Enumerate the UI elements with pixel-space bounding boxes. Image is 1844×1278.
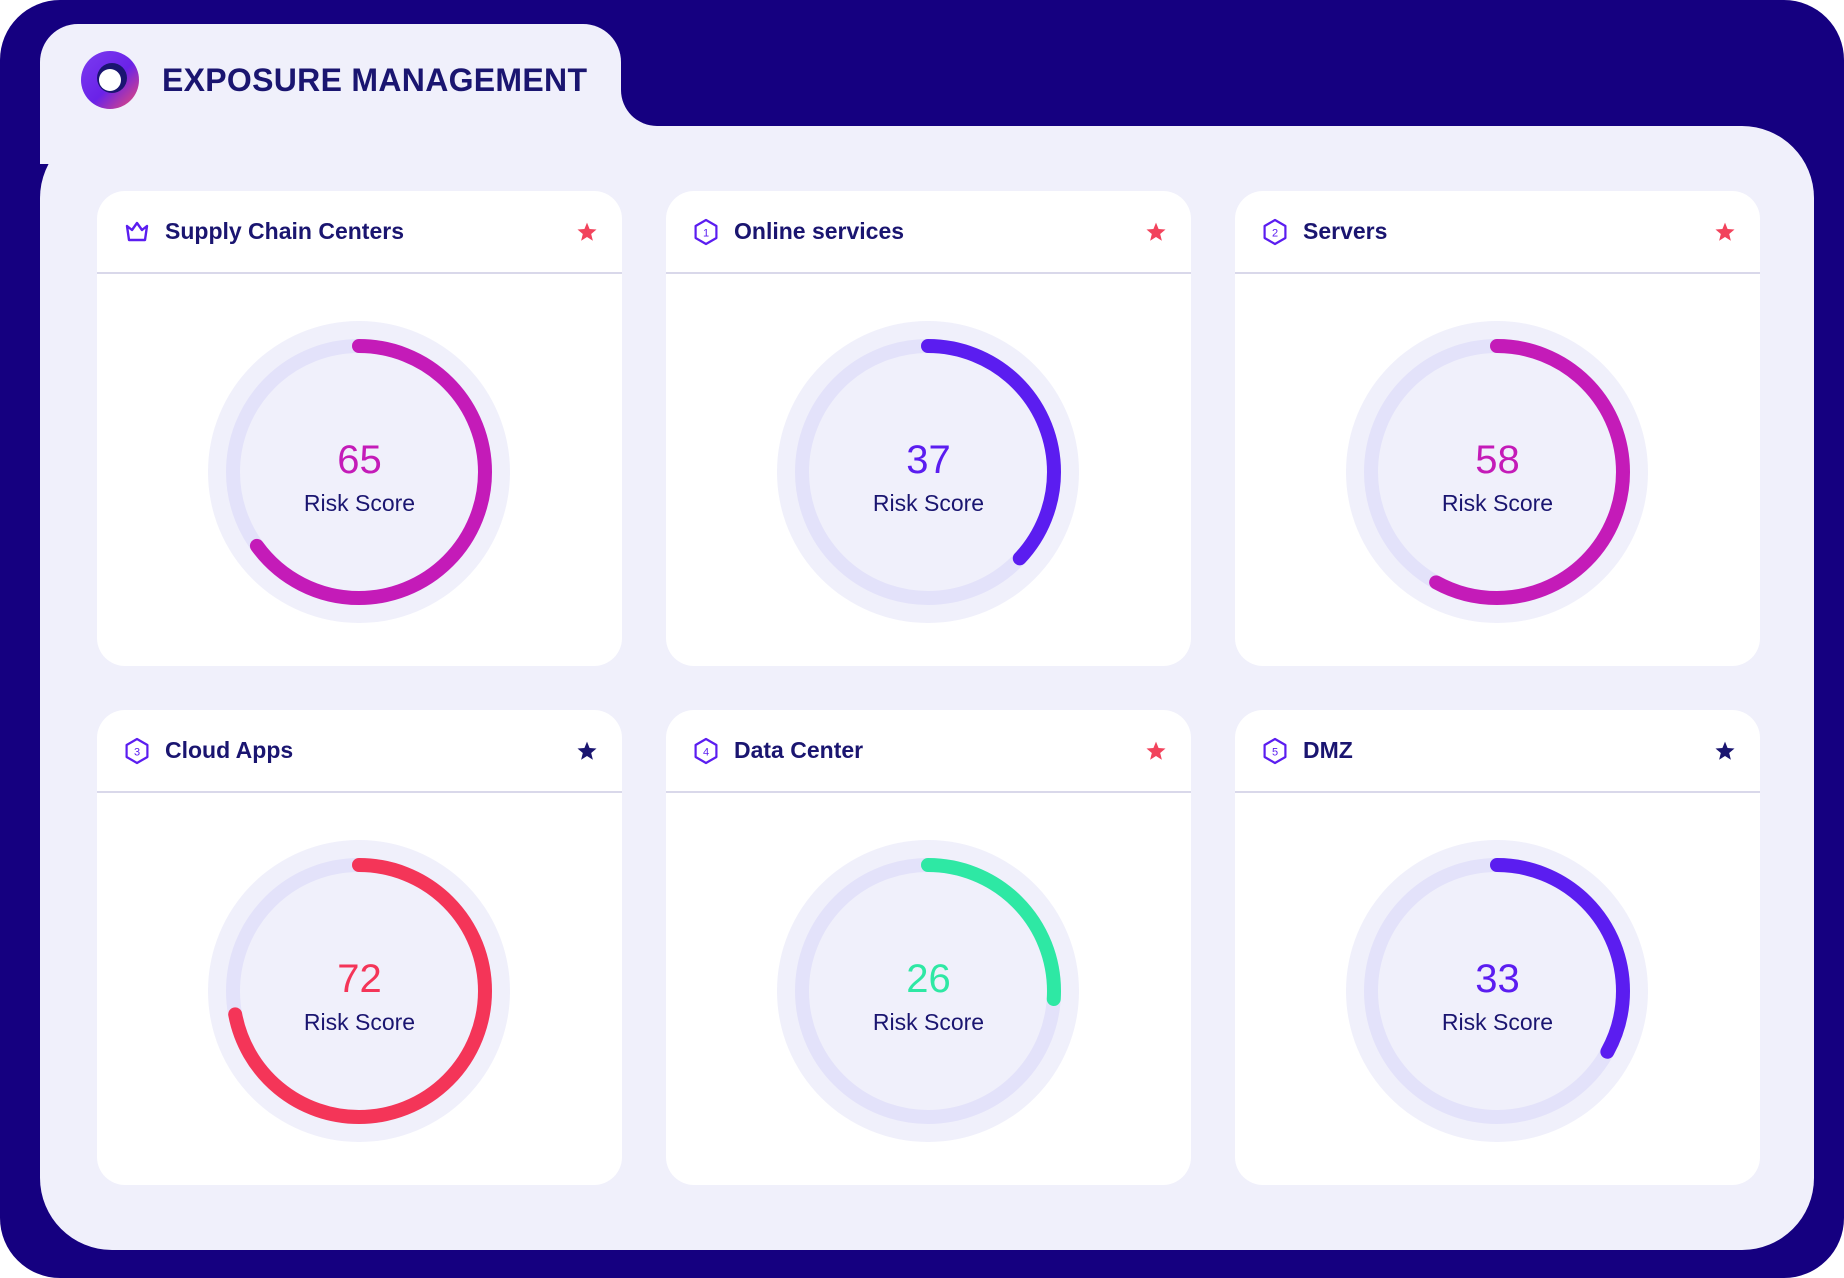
risk-score-label: Risk Score [303,1009,416,1035]
card-header: 3 Cloud Apps [97,710,622,793]
risk-gauge [208,840,510,1142]
risk-score-value: 33 [1475,957,1520,1001]
card-title: Data Center [734,737,864,763]
card-title: Cloud Apps [165,737,294,763]
hexagon-badge-number: 4 [703,746,709,758]
risk-card[interactable]: 3 Cloud Apps 72 Risk Score [97,710,622,1185]
hexagon-badge-icon: 5 [1263,737,1287,764]
risk-score-label: Risk Score [1441,1009,1554,1035]
hexagon-badge-number: 3 [134,746,140,758]
card-title: Servers [1303,218,1388,244]
hexagon-badge-icon: 4 [694,737,718,764]
tab-corner [621,90,657,126]
star-icon[interactable] [1145,221,1167,243]
card-header: 5 DMZ [1235,710,1760,793]
risk-gauge [1346,321,1648,623]
ring-logo-icon [81,51,139,109]
gauge-text: 65 Risk Score [97,274,622,664]
hexagon-badge-number: 2 [1272,227,1278,239]
risk-score-value: 58 [1475,438,1520,482]
crown-icon [125,221,149,241]
header-tab [40,24,621,164]
gauge-container: 33 Risk Score [1235,793,1760,1183]
gauge-container: 65 Risk Score [97,274,622,664]
card-header: 1 Online services [666,191,1191,274]
risk-score-value: 26 [906,957,951,1001]
risk-score-label: Risk Score [872,490,985,516]
gauge-progress-arc [1364,858,1630,1124]
risk-card[interactable]: Supply Chain Centers 65 Risk Score [97,191,622,666]
gauge-progress-arc [226,339,492,605]
star-icon[interactable] [1714,740,1736,762]
risk-card[interactable]: 4 Data Center 26 Risk Score [666,710,1191,1185]
card-title: DMZ [1303,737,1353,763]
hexagon-badge-number: 1 [703,227,709,239]
risk-gauge [777,321,1079,623]
gauge-container: 26 Risk Score [666,793,1191,1183]
gauge-text: 58 Risk Score [1235,274,1760,664]
card-header: 2 Servers [1235,191,1760,274]
gauge-text: 37 Risk Score [666,274,1191,664]
gauge-progress-arc [226,858,492,1124]
hexagon-badge-icon: 2 [1263,218,1287,245]
hexagon-badge-icon: 1 [694,218,718,245]
gauge-progress-arc [795,858,1061,1124]
risk-card[interactable]: 1 Online services 37 Risk Score [666,191,1191,666]
risk-card[interactable]: 2 Servers 58 Risk Score [1235,191,1760,666]
risk-score-value: 37 [906,438,951,482]
card-header: Supply Chain Centers [97,191,622,274]
risk-score-label: Risk Score [872,1009,985,1035]
hexagon-badge-number: 5 [1272,746,1278,758]
star-icon[interactable] [1714,221,1736,243]
star-icon[interactable] [1145,740,1167,762]
risk-gauge [208,321,510,623]
gauge-container: 72 Risk Score [97,793,622,1183]
hexagon-badge-icon: 3 [125,737,149,764]
gauge-text: 26 Risk Score [666,793,1191,1183]
risk-score-label: Risk Score [1441,490,1554,516]
risk-score-label: Risk Score [303,490,416,516]
risk-gauge [1346,840,1648,1142]
gauge-container: 37 Risk Score [666,274,1191,664]
page-title: EXPOSURE MANAGEMENT [162,61,588,98]
risk-score-value: 65 [337,438,382,482]
star-icon[interactable] [576,740,598,762]
gauge-text: 72 Risk Score [97,793,622,1183]
gauge-progress-arc [795,339,1061,605]
risk-gauge [777,840,1079,1142]
card-header: 4 Data Center [666,710,1191,793]
gauge-text: 33 Risk Score [1235,793,1760,1183]
gauge-container: 58 Risk Score [1235,274,1760,664]
risk-score-value: 72 [337,957,382,1001]
star-icon[interactable] [576,221,598,243]
gauge-progress-arc [1364,339,1630,605]
brand: EXPOSURE MANAGEMENT [80,50,587,110]
risk-card[interactable]: 5 DMZ 33 Risk Score [1235,710,1760,1185]
card-title: Online services [734,218,905,244]
card-title: Supply Chain Centers [165,218,404,244]
